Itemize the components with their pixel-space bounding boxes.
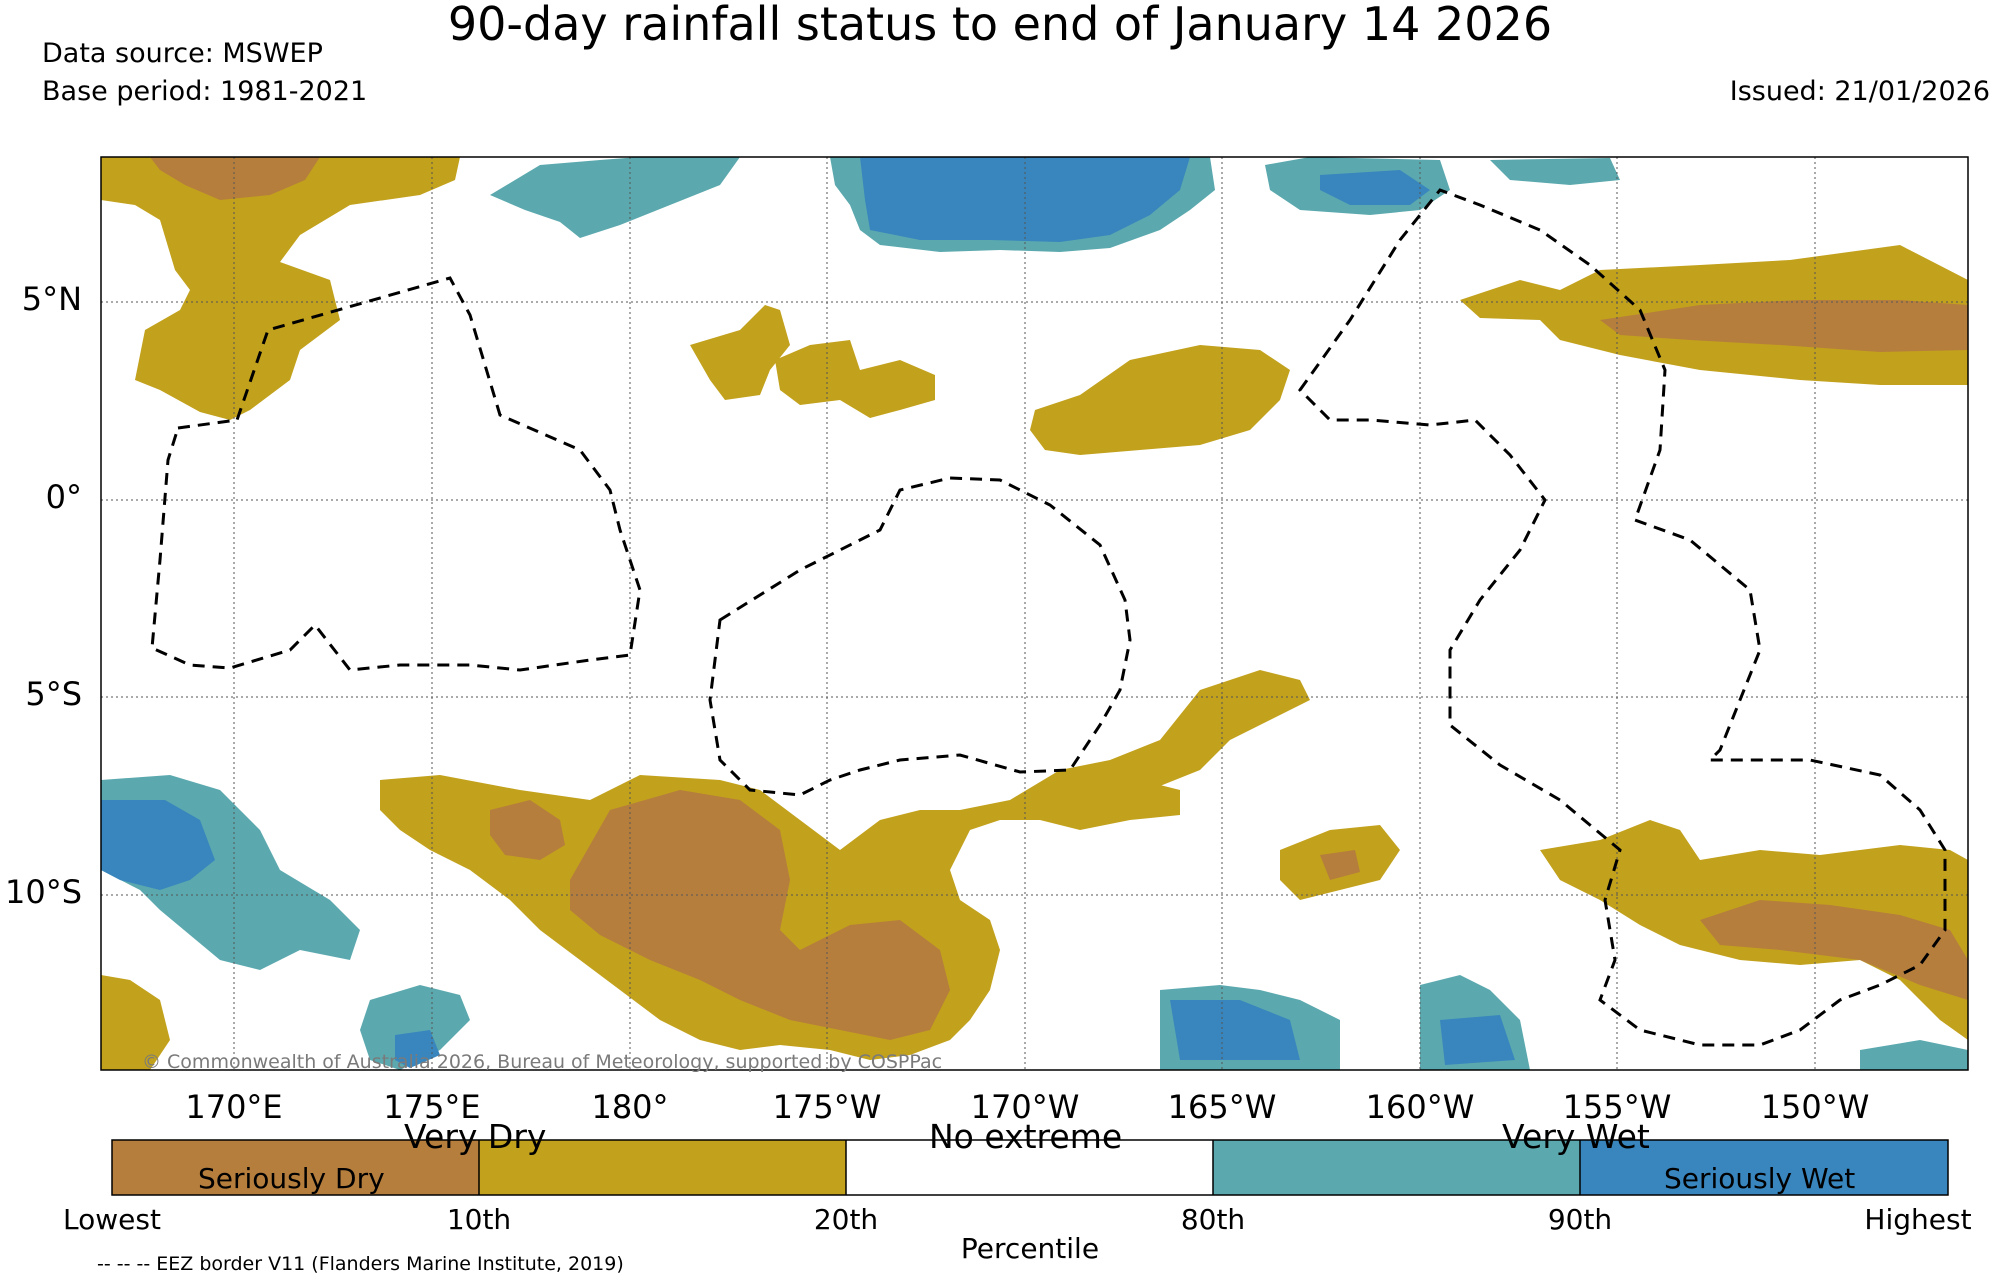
copyright-notice: © Commonwealth of Australia 2026, Bureau… — [142, 1051, 943, 1073]
dry-region-far-southwest — [101, 975, 170, 1070]
wet-region-far-southeast — [1860, 1040, 1968, 1070]
lon-label-170e: 170°E — [185, 1088, 283, 1126]
colorbar-tick-10th: 10th — [446, 1203, 512, 1236]
seriously-dry-region-west — [490, 800, 565, 860]
dry-region-central-1 — [690, 305, 790, 400]
colorbar-very-dry — [479, 1140, 846, 1195]
colorbar-label-no-extreme: No extreme — [929, 1117, 1123, 1156]
lon-label-175e: 175°E — [383, 1088, 481, 1126]
colorbar-very-wet — [1213, 1140, 1580, 1195]
dry-region-nw — [101, 157, 460, 420]
seriously-wet-region-north — [860, 157, 1190, 242]
map-border — [100, 156, 1969, 1071]
lon-label-150w: 150°W — [1760, 1088, 1870, 1126]
dry-region-small — [1090, 780, 1180, 820]
wet-region-north — [490, 157, 740, 238]
data-source-label: Data source: MSWEP — [42, 38, 323, 69]
map-title: 90-day rainfall status to end of January… — [447, 0, 1553, 51]
lon-label-175w: 175°W — [772, 1088, 882, 1126]
seriously-wet-region-south-east-2 — [1440, 1015, 1515, 1065]
dry-region-central-2 — [775, 340, 935, 418]
lat-label-0: 0° — [45, 478, 82, 516]
lat-label-5n: 5°N — [21, 280, 82, 318]
lat-label-5s: 5°S — [25, 675, 82, 713]
colorbar-seriously-dry — [112, 1140, 479, 1195]
dry-region-central-3 — [1030, 345, 1290, 455]
colorbar-label-very-dry: Very Dry — [404, 1117, 547, 1156]
gridlines — [101, 157, 1968, 1070]
colorbar-no-extreme — [846, 1140, 1213, 1195]
base-period-label: Base period: 1981-2021 — [42, 76, 368, 107]
lon-label-160w: 160°W — [1365, 1088, 1475, 1126]
issued-date-label: Issued: 21/01/2026 — [1729, 76, 1990, 107]
colorbar-xlabel: Percentile — [960, 1232, 1100, 1265]
eez-legend-note: -- -- -- EEZ border V11 (Flanders Marine… — [97, 1253, 624, 1275]
colorbar-tick-90th: 90th — [1547, 1203, 1613, 1236]
seriously-dry-region-nw — [150, 157, 320, 200]
seriously-dry-region-southeast — [1700, 900, 1968, 1000]
rainfall-regions — [101, 157, 1968, 1070]
colorbar-seriously-wet — [1580, 1140, 1948, 1195]
colorbar-label-very-wet: Very Wet — [1502, 1117, 1650, 1156]
colorbar-label-seriously-dry: Seriously Dry — [198, 1162, 385, 1195]
lat-label-10s: 10°S — [4, 873, 82, 911]
seriously-wet-region-southwest — [101, 800, 215, 890]
colorbar-tick-80th: 80th — [1180, 1203, 1246, 1236]
lon-label-165w: 165°W — [1167, 1088, 1277, 1126]
lon-label-170w: 170°W — [970, 1088, 1080, 1126]
colorbar — [111, 1139, 1949, 1196]
lon-label-180: 180° — [591, 1088, 669, 1126]
colorbar-tick-highest: Highest — [1864, 1203, 1972, 1236]
seriously-wet-region-south-1 — [395, 1030, 440, 1068]
seriously-dry-region-central-east — [1320, 850, 1360, 880]
seriously-wet-region-north-east — [1320, 170, 1430, 205]
wet-region-south-1 — [360, 985, 470, 1070]
eez-borders — [150, 188, 1947, 1047]
seriously-dry-region-south-central — [570, 790, 950, 1040]
wet-region-north-east-2 — [1490, 158, 1620, 185]
colorbar-tick-20th: 20th — [813, 1203, 879, 1236]
seriously-wet-region-south-east-1 — [1170, 1000, 1300, 1060]
colorbar-tick-lowest: Lowest — [63, 1203, 161, 1236]
seriously-dry-region-east-north — [1600, 300, 1968, 352]
dry-region-south-central — [380, 670, 1310, 1060]
colorbar-label-seriously-wet: Seriously Wet — [1664, 1162, 1856, 1195]
lon-label-155w: 155°W — [1562, 1088, 1672, 1126]
